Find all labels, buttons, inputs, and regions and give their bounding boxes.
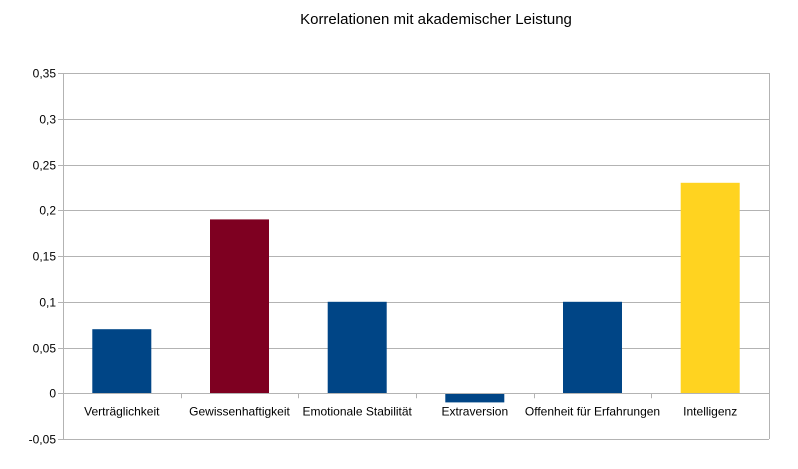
- x-tick-label: Offenheit für Erfahrungen: [525, 404, 660, 418]
- y-tick-label: 0,3: [39, 113, 56, 127]
- x-tick-label: Intelligenz: [683, 404, 737, 418]
- y-tick-label: 0,2: [39, 204, 56, 218]
- bar: [210, 219, 269, 394]
- y-tick-label: 0,35: [33, 67, 57, 81]
- y-tick-label: 0,25: [33, 159, 57, 173]
- bar: [92, 329, 152, 394]
- bar: [563, 301, 622, 394]
- x-tick-label: Verträglichkeit: [84, 404, 160, 418]
- x-tick-label: Extraversion: [441, 404, 508, 418]
- x-tick-label: Emotionale Stabilität: [302, 404, 412, 418]
- bar: [680, 182, 740, 394]
- y-tick-label: 0: [49, 387, 56, 401]
- chart-title: Korrelationen mit akademischer Leistung: [300, 11, 572, 28]
- y-tick-label: -0,05: [29, 433, 57, 447]
- y-tick-label: 0,05: [33, 342, 57, 356]
- x-tick-label: Gewissenhaftigkeit: [189, 404, 290, 418]
- bar: [445, 393, 505, 403]
- bar: [327, 301, 387, 394]
- y-tick-label: 0,1: [39, 296, 56, 310]
- y-tick-label: 0,15: [33, 250, 57, 264]
